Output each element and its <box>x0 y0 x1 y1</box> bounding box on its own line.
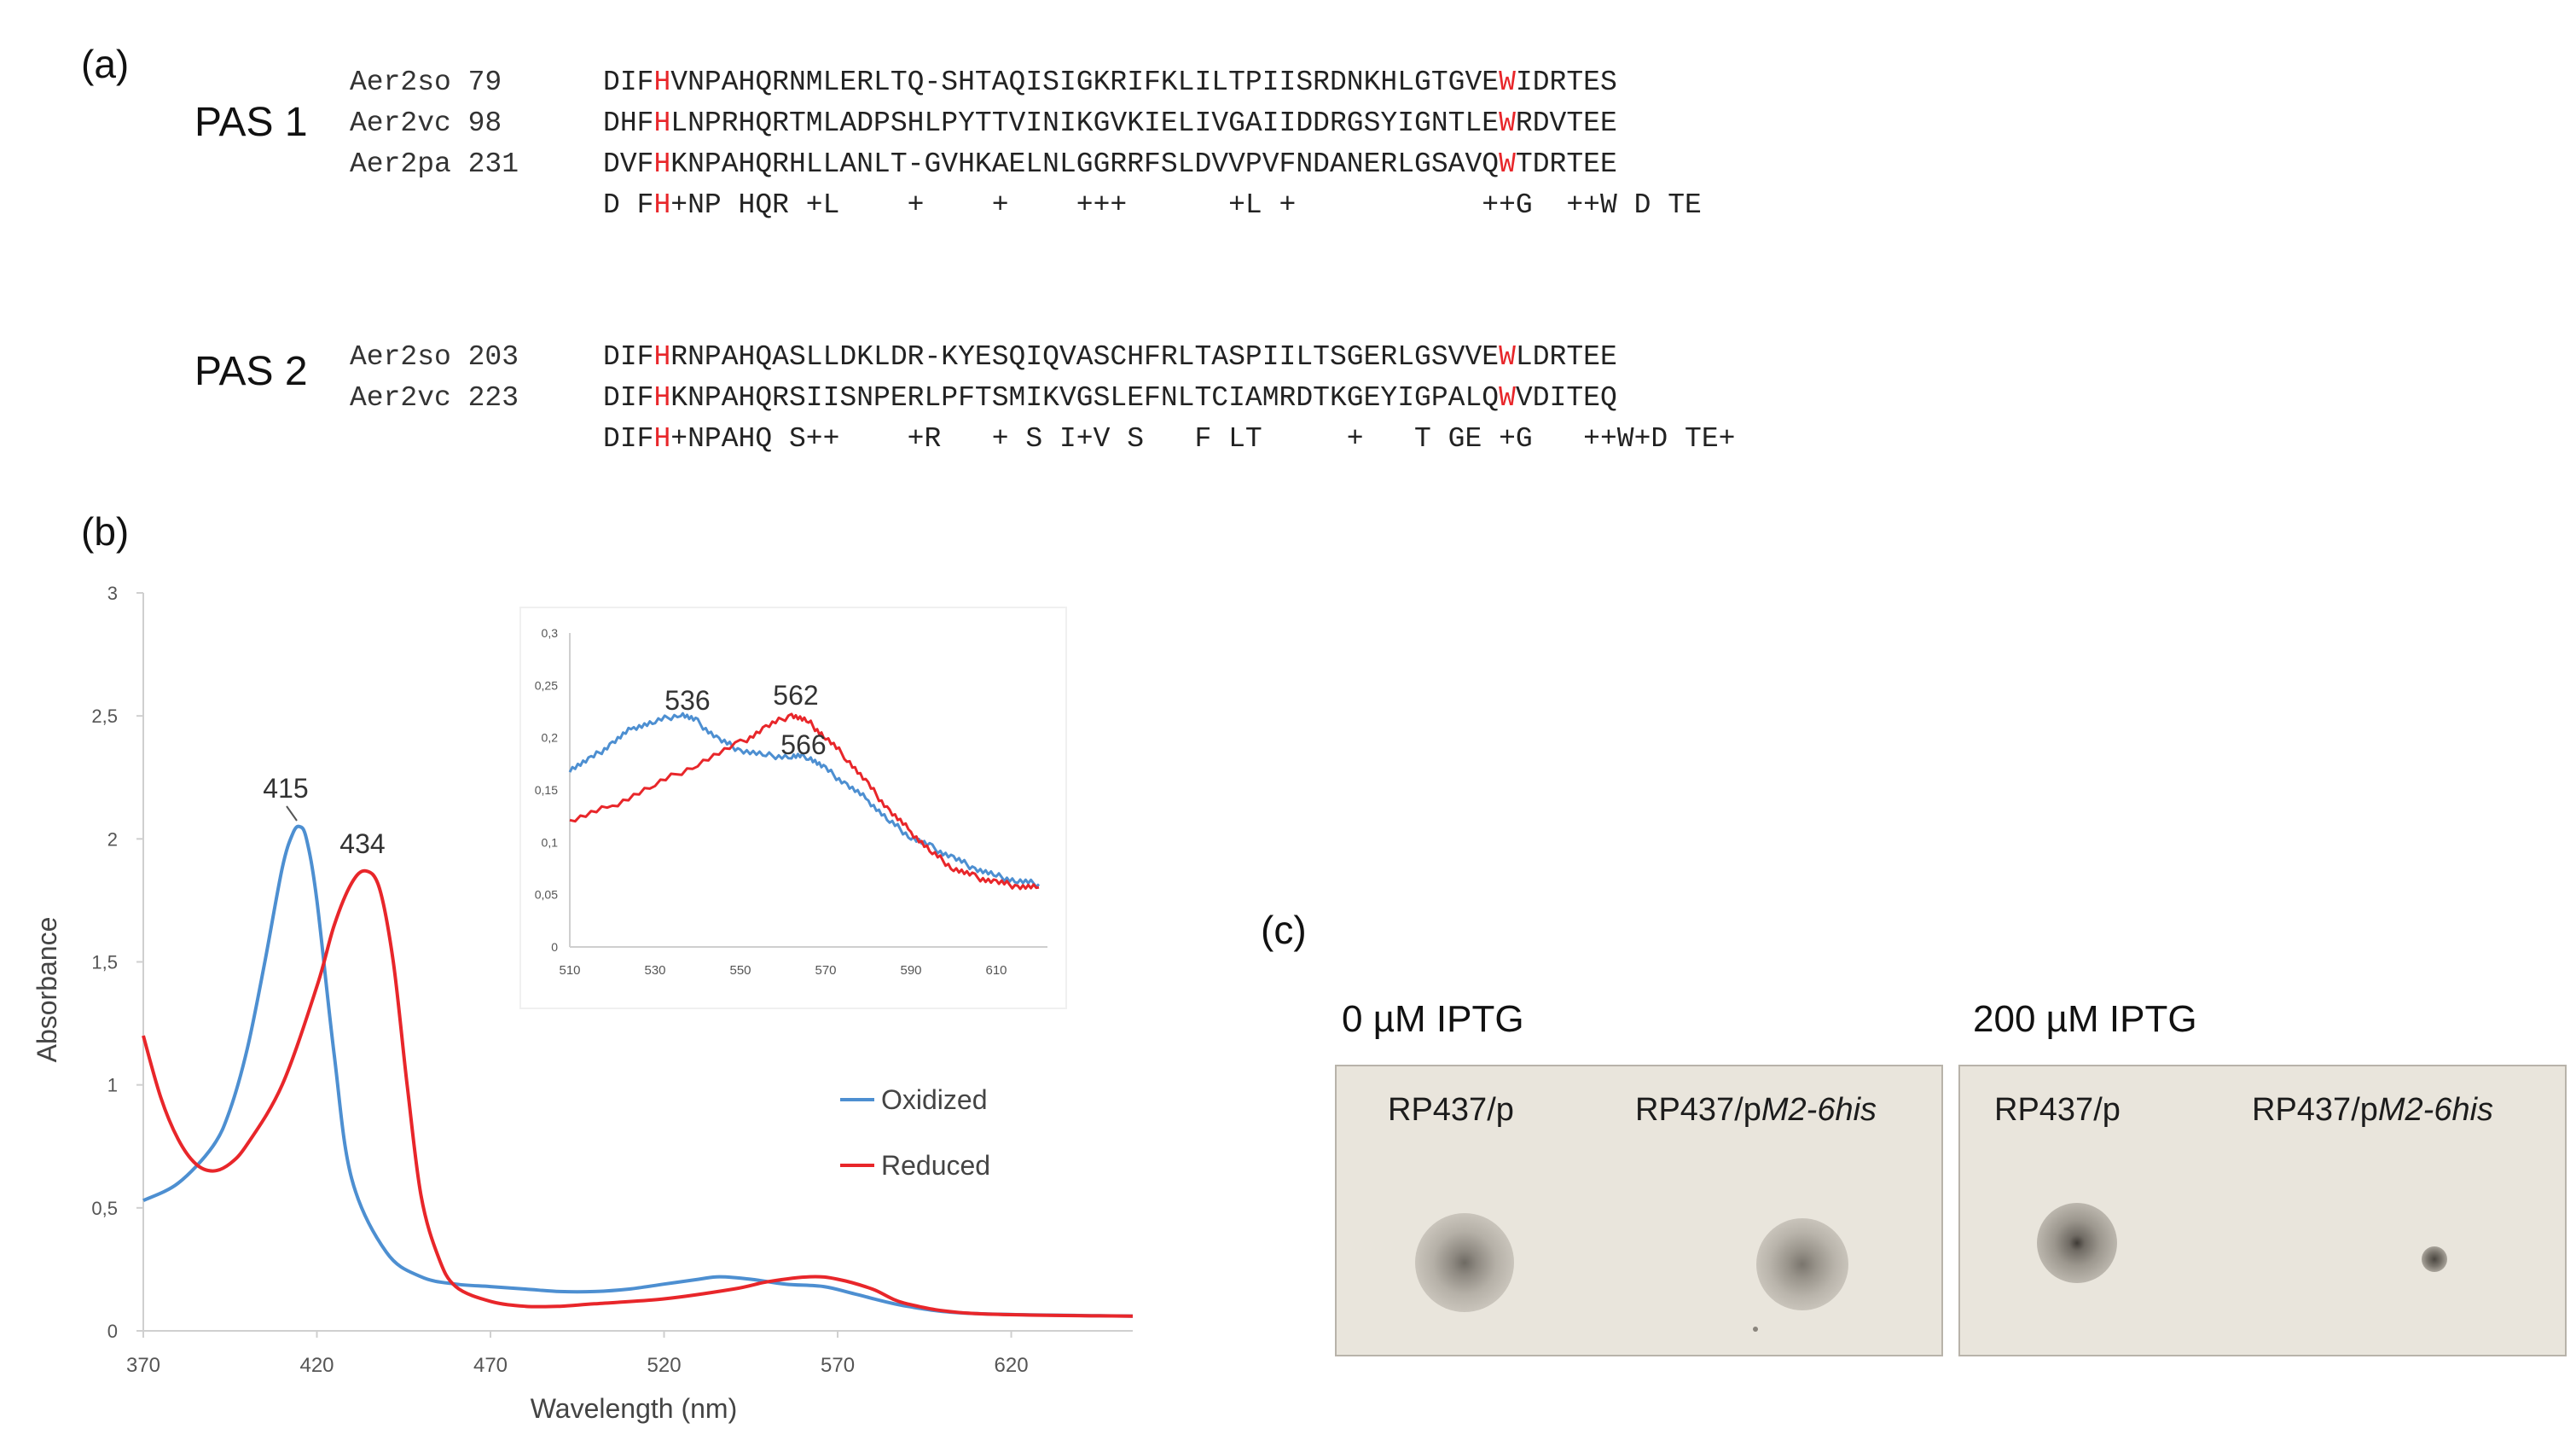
pas1-title: PAS 1 <box>194 100 308 145</box>
y-tick-label: 2,5 <box>91 706 118 727</box>
x-tick-label: 520 <box>647 1354 682 1377</box>
inset-y-tick-label: 0,15 <box>535 783 558 797</box>
conserved-residue: W <box>1499 382 1516 414</box>
conserved-residue: H <box>653 423 671 455</box>
x-tick-label: 470 <box>473 1354 508 1377</box>
main-axes: 0 0,5 1 1,5 2 2,5 3 370 420 470 520 570 620 <box>91 583 1133 1377</box>
inset-y-tick-label: 0,3 <box>542 626 559 640</box>
legend-label-reduced: Reduced <box>881 1150 990 1181</box>
series-line-oxidized <box>142 824 1134 1318</box>
plate-200um-iptg: RP437/p RP437/pM2-6his <box>1958 1065 2567 1356</box>
conserved-residue: H <box>653 107 671 139</box>
inset-y-tick-label: 0,25 <box>535 678 558 692</box>
inset-axes: 0 0,05 0,1 0,15 0,2 0,25 0,3 510 530 550 570 590 610 <box>535 626 1047 978</box>
x-tick-label: 370 <box>126 1354 160 1377</box>
inset-x-tick-label: 510 <box>559 963 580 978</box>
inset-x-tick-label: 590 <box>900 963 921 978</box>
inset-x-tick-label: 530 <box>644 963 665 978</box>
condition-label-200um: 200 µM IPTG <box>1973 998 2197 1040</box>
inset-frame <box>519 607 1067 1009</box>
strain-label-m2: RP437/pM2-6his <box>2252 1092 2494 1128</box>
y-tick-label: 0,5 <box>91 1198 118 1219</box>
y-tick-label: 3 <box>107 583 118 604</box>
colony-m2-200um <box>2422 1246 2447 1272</box>
strain-label-control: RP437/p <box>1388 1092 1514 1128</box>
plate-0um-iptg: RP437/p RP437/pM2-6his <box>1335 1065 1943 1356</box>
peak-label-415: 415 <box>263 773 308 804</box>
pas2-row-seq: DIFHRNPAHQASLLDKLDR-KYESQIQVASCHFRLTASPI… <box>603 341 1617 373</box>
panel-a-label: (a) <box>81 42 130 86</box>
colony-control-200um <box>2037 1203 2117 1283</box>
x-axis-title: Wavelength (nm) <box>531 1393 737 1424</box>
colony-control-0um <box>1415 1213 1514 1312</box>
conserved-residue: W <box>1499 107 1516 139</box>
pas2-row-seq: DIFHKNPAHQRSIISNPERLPFTSMIKVGSLEFNLTCIAM… <box>603 382 1617 414</box>
conserved-residue: H <box>653 189 671 221</box>
inset-series-line-oxidized <box>568 711 1041 889</box>
inset-x-tick-label: 610 <box>985 963 1007 978</box>
inset-y-tick-label: 0,2 <box>542 731 559 745</box>
conserved-residue: H <box>653 341 671 373</box>
conserved-residue: W <box>1499 67 1516 98</box>
peak-415-leader <box>286 805 298 822</box>
x-tick-label: 420 <box>299 1354 334 1377</box>
inset-peak-label-536: 536 <box>664 685 710 716</box>
pas1-row-name: Aer2pa 231 <box>350 148 519 180</box>
panel-c-label: (c) <box>1261 908 1307 952</box>
main-series <box>142 824 1134 1318</box>
y-tick-label: 1 <box>107 1075 118 1096</box>
conserved-residue: H <box>653 67 671 98</box>
pas2-title: PAS 2 <box>194 349 308 394</box>
colony-m2-0um <box>1756 1218 1848 1310</box>
x-tick-label: 620 <box>995 1354 1029 1377</box>
x-tick-label: 570 <box>821 1354 855 1377</box>
condition-label-0um: 0 µM IPTG <box>1342 998 1524 1040</box>
panel-b-label: (b) <box>81 509 130 554</box>
inset-x-tick-label: 550 <box>729 963 751 978</box>
legend: Oxidized Reduced <box>840 1084 990 1181</box>
conserved-residue: H <box>653 148 671 180</box>
inset-peak-label-562: 562 <box>773 680 818 711</box>
strain-label-control: RP437/p <box>1994 1092 2121 1128</box>
conserved-residue: H <box>653 382 671 414</box>
inset-x-tick-label: 570 <box>815 963 836 978</box>
pas2-consensus: DIFH+NPAHQ S++ +R + S I+V S F LT + T GE … <box>603 423 1736 455</box>
y-tick-label: 0 <box>107 1321 118 1342</box>
pas1-row-seq: DHFHLNPRHQRTMLADPSHLPYTTVINIKGVKIELIVGAI… <box>603 107 1617 139</box>
y-tick-label: 1,5 <box>91 952 118 973</box>
inset-y-tick-label: 0,1 <box>542 835 559 849</box>
inset-series-line-reduced <box>569 712 1040 891</box>
pas1-row-seq: DVFHKNPAHQRHLLANLT-GVHKAELNLGGRRFSLDVVPV… <box>603 148 1617 180</box>
pas1-consensus: D FH+NP HQR +L + + +++ +L + ++G ++W D TE <box>603 189 1702 221</box>
y-tick-label: 2 <box>107 828 118 850</box>
pas1-row-name: Aer2vc 98 <box>350 107 502 139</box>
plate-speck <box>1753 1327 1758 1332</box>
pas1-row-name: Aer2so 79 <box>350 67 502 98</box>
inset-y-tick-label: 0,05 <box>535 888 558 902</box>
y-axis-title: Absorbance <box>32 917 62 1063</box>
conserved-residue: W <box>1499 148 1516 180</box>
inset-y-tick-label: 0 <box>551 940 558 954</box>
pas1-row-seq: DIFHVNPAHQRNMLERLTQ-SHTAQISIGKRIFKLILTPI… <box>603 67 1617 98</box>
legend-label-oxidized: Oxidized <box>881 1084 988 1115</box>
strain-label-m2: RP437/pM2-6his <box>1635 1092 1877 1128</box>
pas2-row-name: Aer2vc 223 <box>350 382 519 414</box>
peak-label-434: 434 <box>339 828 385 859</box>
inset-peak-label-566: 566 <box>780 729 826 760</box>
conserved-residue: W <box>1499 341 1516 373</box>
inset-series <box>568 711 1041 891</box>
series-line-reduced <box>142 868 1134 1318</box>
pas2-row-name: Aer2so 203 <box>350 341 519 373</box>
